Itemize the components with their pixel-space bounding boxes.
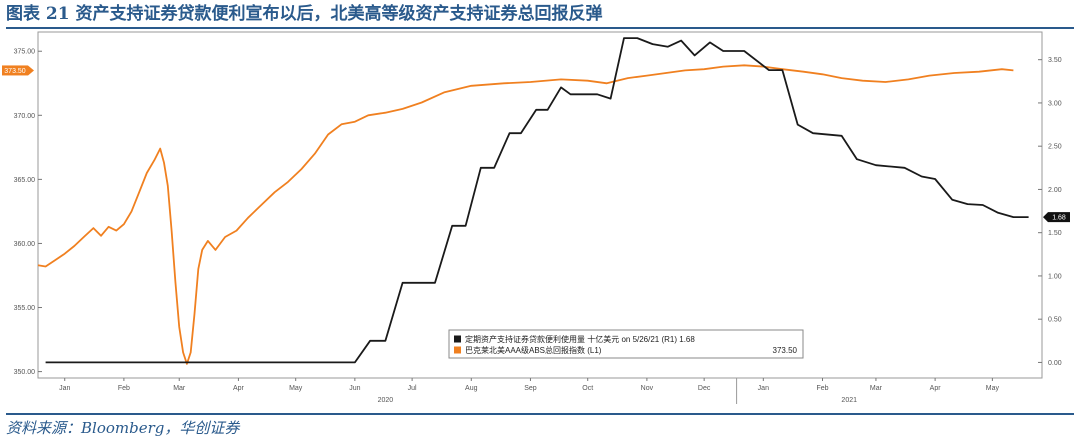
left-axis-tick-label: 370.00 xyxy=(14,113,36,120)
legend-box xyxy=(448,329,804,359)
x-axis-month-label: Aug xyxy=(465,385,478,392)
x-axis-month-label: Mar xyxy=(173,385,186,392)
series-layer xyxy=(37,37,1029,365)
x-axis-year-label: 2020 xyxy=(378,397,394,404)
right-axis: 0.00 0.50 1.00 1.50 2.00 2.50 3.00 3.50 xyxy=(1038,57,1062,367)
right-axis-tick-label: 2.50 xyxy=(1048,144,1062,151)
left-end-label: 373.50 xyxy=(4,68,26,75)
x-axis-month-label: Dec xyxy=(698,385,711,392)
x-axis-month-label: Sep xyxy=(524,385,537,392)
left-axis: 350.00 355.00 360.00 365.00 370.00 375.00 xyxy=(14,49,42,376)
x-axis-month-label: Feb xyxy=(118,385,130,392)
right-axis-tick-label: 1.00 xyxy=(1048,273,1062,280)
legend: 定期资产支持证券贷款便利使用量 十亿美元 on 5/26/21 (R1) 1.6… xyxy=(448,329,804,359)
series-line-talf-usage xyxy=(45,37,1029,364)
right-axis-tick-label: 3.00 xyxy=(1048,100,1062,107)
source-note: 资料来源：Bloomberg，华创证券 xyxy=(6,419,240,437)
x-axis-month-label: Jan xyxy=(59,385,70,392)
right-axis-tick-label: 0.50 xyxy=(1048,317,1062,324)
title-rule xyxy=(6,27,1074,29)
right-axis-tick-label: 1.50 xyxy=(1048,230,1062,237)
x-axis-month-label: Jul xyxy=(408,385,417,392)
left-axis-tick-label: 350.00 xyxy=(14,369,36,376)
x-axis: Jan Feb Mar Apr May Jun Jul Aug Sep Oct Nov Dec Jan F… xyxy=(59,378,999,404)
x-axis-month-label: Feb xyxy=(816,385,828,392)
left-axis-tick-label: 360.00 xyxy=(14,241,36,248)
source-rule xyxy=(6,413,1074,415)
end-labels: 373.50 1.68 xyxy=(2,65,1070,223)
x-axis-year-label: 2021 xyxy=(841,397,857,404)
line-chart: 350.00 355.00 360.00 365.00 370.00 375.00 0.0… xyxy=(2,31,1070,404)
legend-swatch xyxy=(454,335,461,343)
left-end-label-box xyxy=(2,65,28,76)
left-end-label-pointer xyxy=(28,65,34,76)
left-axis-tick-label: 375.00 xyxy=(14,49,36,56)
x-axis-month-label: Nov xyxy=(641,385,654,392)
x-axis-month-label: Apr xyxy=(930,385,942,392)
right-axis-tick-label: 3.50 xyxy=(1048,57,1062,64)
right-axis-tick-label: 0.00 xyxy=(1048,360,1062,367)
legend-entry-value: 373.50 xyxy=(773,346,798,355)
plot-border xyxy=(37,31,1043,379)
x-axis-month-label: Apr xyxy=(233,385,245,392)
x-axis-month-label: Oct xyxy=(582,385,593,392)
left-axis-tick-label: 355.00 xyxy=(14,305,36,312)
right-end-label: 1.68 xyxy=(1052,215,1066,222)
series-line-abs-index xyxy=(37,64,1014,365)
left-axis-tick-label: 365.00 xyxy=(14,177,36,184)
x-axis-month-label: Jan xyxy=(758,385,769,392)
legend-entry-label: 定期资产支持证券贷款便利使用量 十亿美元 on 5/26/21 (R1) 1.6… xyxy=(465,334,695,344)
right-axis-tick-label: 2.00 xyxy=(1048,187,1062,194)
right-end-label-pointer xyxy=(1043,212,1048,223)
x-axis-month-label: Mar xyxy=(870,385,883,392)
x-axis-month-label: Jun xyxy=(349,385,360,392)
right-end-label-box xyxy=(1048,212,1070,223)
legend-swatch xyxy=(454,346,461,354)
plot-frame xyxy=(37,31,1043,379)
figure-title: 图表 21 资产支持证券贷款便利宣布以后，北美高等级资产支持证券总回报反弹 xyxy=(6,4,603,24)
x-axis-month-label: May xyxy=(289,385,303,392)
x-axis-month-label: May xyxy=(986,385,1000,392)
legend-entry-label: 巴克莱北美AAA级ABS总回报指数 (L1) xyxy=(465,345,602,355)
